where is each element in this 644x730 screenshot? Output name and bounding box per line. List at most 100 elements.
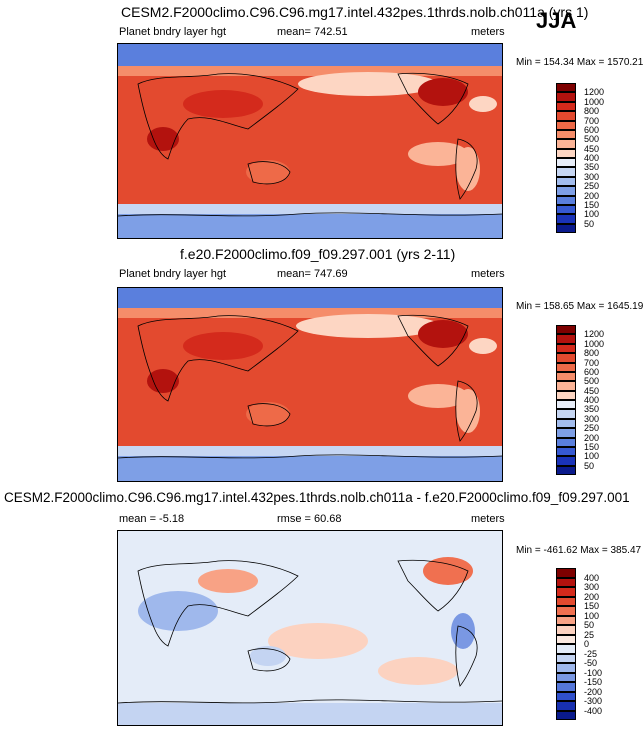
colorbar-box <box>556 176 576 187</box>
panel-2-map-plot <box>118 288 502 481</box>
colorbar-box <box>556 204 576 215</box>
colorbar-label: 150 <box>584 199 600 210</box>
colorbar-box <box>556 596 576 606</box>
australia <box>246 402 290 426</box>
north-america <box>418 320 468 348</box>
colorbar-label: 450 <box>584 143 600 154</box>
colorbar-label: 50 <box>584 460 595 471</box>
panel-2-map <box>117 287 503 482</box>
panel-3-mean-label: mean = -5.18 <box>119 513 185 525</box>
colorbar-box <box>556 672 576 682</box>
panel-3-minmax: Min = -461.62 Max = 385.47 <box>516 545 642 556</box>
colorbar-label: -50 <box>584 658 598 668</box>
south-america-outline <box>455 138 478 200</box>
antarctica-outline <box>118 699 502 704</box>
colorbar-box <box>556 92 576 102</box>
colorbar-box <box>556 418 576 429</box>
colorbar-label: 300 <box>584 582 600 592</box>
season-label: JJA <box>536 8 577 33</box>
colorbar-label: 350 <box>584 404 600 415</box>
colorbar-box <box>556 577 576 587</box>
colorbar-label: 1000 <box>584 338 605 349</box>
australia-outline <box>247 648 291 672</box>
africa-hot <box>147 127 179 151</box>
colorbar-box <box>556 120 576 130</box>
colorbar-box <box>556 568 576 578</box>
north-pacific-low <box>296 314 440 338</box>
panel-1-colorbar: 1200 1000 800 700 600 500 450 400 350 300 250 200 15… <box>556 83 616 233</box>
colorbar-label: 450 <box>584 385 600 396</box>
colorbar-box <box>556 223 576 233</box>
colorbar-label: 700 <box>584 357 600 368</box>
panel-3-colorbar: 400 300 200 150 100 50 25 0 -25 -50 -100 -150 -200 -3… <box>556 568 616 720</box>
panel-1-variable-label: Planet bndry layer hgt <box>119 26 227 38</box>
panel-3-title: CESM2.F2000climo.C96.C96.mg17.intel.432p… <box>4 490 630 505</box>
panel-2-colorbar: 1200 1000 800 700 600 500 450 400 350 300 250 200 15… <box>556 325 616 475</box>
eurasia-africa-outline <box>137 560 299 647</box>
colorbar-box <box>556 682 576 692</box>
north-pacific-low <box>298 72 438 96</box>
colorbar-box <box>556 625 576 635</box>
colorbar-label: 500 <box>584 134 600 145</box>
colorbar-label: 200 <box>584 591 600 602</box>
panel-1-title: CESM2.F2000climo.C96.C96.mg17.intel.432p… <box>121 4 589 20</box>
colorbar-label: 50 <box>584 218 595 229</box>
colorbar-box <box>556 634 576 644</box>
colorbar-box <box>556 325 576 335</box>
colorbar-label: 800 <box>584 348 600 359</box>
colorbar-label: 200 <box>584 190 600 201</box>
colorbar-label: 1200 <box>584 329 605 340</box>
panel-3-rmse-label: rmse = 60.68 <box>277 513 342 525</box>
colorbar-label: 300 <box>584 171 600 182</box>
north-transition <box>118 66 502 76</box>
colorbar-label: 600 <box>584 366 600 377</box>
eurasia-africa-outline <box>137 73 299 160</box>
south-america-outline <box>455 625 478 687</box>
north-atlantic-patch <box>469 96 497 112</box>
colorbar-box <box>556 587 576 597</box>
colorbar-label: 500 <box>584 376 600 387</box>
colorbar-box <box>556 465 576 475</box>
colorbar-box <box>556 400 576 410</box>
colorbar-label: 400 <box>584 153 600 163</box>
antarctica-band <box>118 703 502 725</box>
colorbar-box <box>556 437 576 447</box>
asia-hot <box>183 90 263 118</box>
colorbar-box <box>556 710 576 720</box>
colorbar-label: -300 <box>584 696 603 706</box>
north-america <box>418 78 468 106</box>
colorbar-box <box>556 158 576 168</box>
colorbar-label: 150 <box>584 441 600 452</box>
eurasia-africa-outline <box>137 315 299 402</box>
north-america-positive <box>423 557 473 585</box>
south-america-outline <box>455 380 478 442</box>
colorbar-label: 250 <box>584 423 600 434</box>
south-america-negative <box>451 613 475 649</box>
south-pacific-positive <box>378 657 458 685</box>
colorbar-box <box>556 691 576 701</box>
australia-negative <box>250 646 286 666</box>
colorbar-label: 400 <box>584 572 600 583</box>
colorbar-box <box>556 129 576 140</box>
colorbar-label: 150 <box>584 601 600 611</box>
colorbar-box <box>556 139 576 149</box>
colorbar-box <box>556 653 576 663</box>
east-pacific-patch <box>408 384 468 408</box>
panel-3-map-plot <box>118 531 502 725</box>
colorbar-label: 200 <box>584 432 600 443</box>
north-atlantic-patch <box>469 338 497 354</box>
colorbar-box <box>556 353 576 363</box>
colorbar-box <box>556 362 576 372</box>
colorbar-label: 0 <box>584 639 590 649</box>
panel-1-map-plot <box>118 44 502 238</box>
panel-2-minmax: Min = 158.65 Max = 1645.19 <box>516 301 644 312</box>
australia-outline <box>247 161 291 185</box>
colorbar-box <box>556 148 576 158</box>
colorbar-box <box>556 101 576 112</box>
panel-1-minmax: Min = 154.34 Max = 1570.21 <box>516 57 644 68</box>
north-america-outline <box>397 314 469 367</box>
north-america-outline <box>397 559 469 612</box>
colorbar-label: -100 <box>584 667 603 678</box>
colorbar-box <box>556 381 576 391</box>
australia-outline <box>247 403 291 427</box>
